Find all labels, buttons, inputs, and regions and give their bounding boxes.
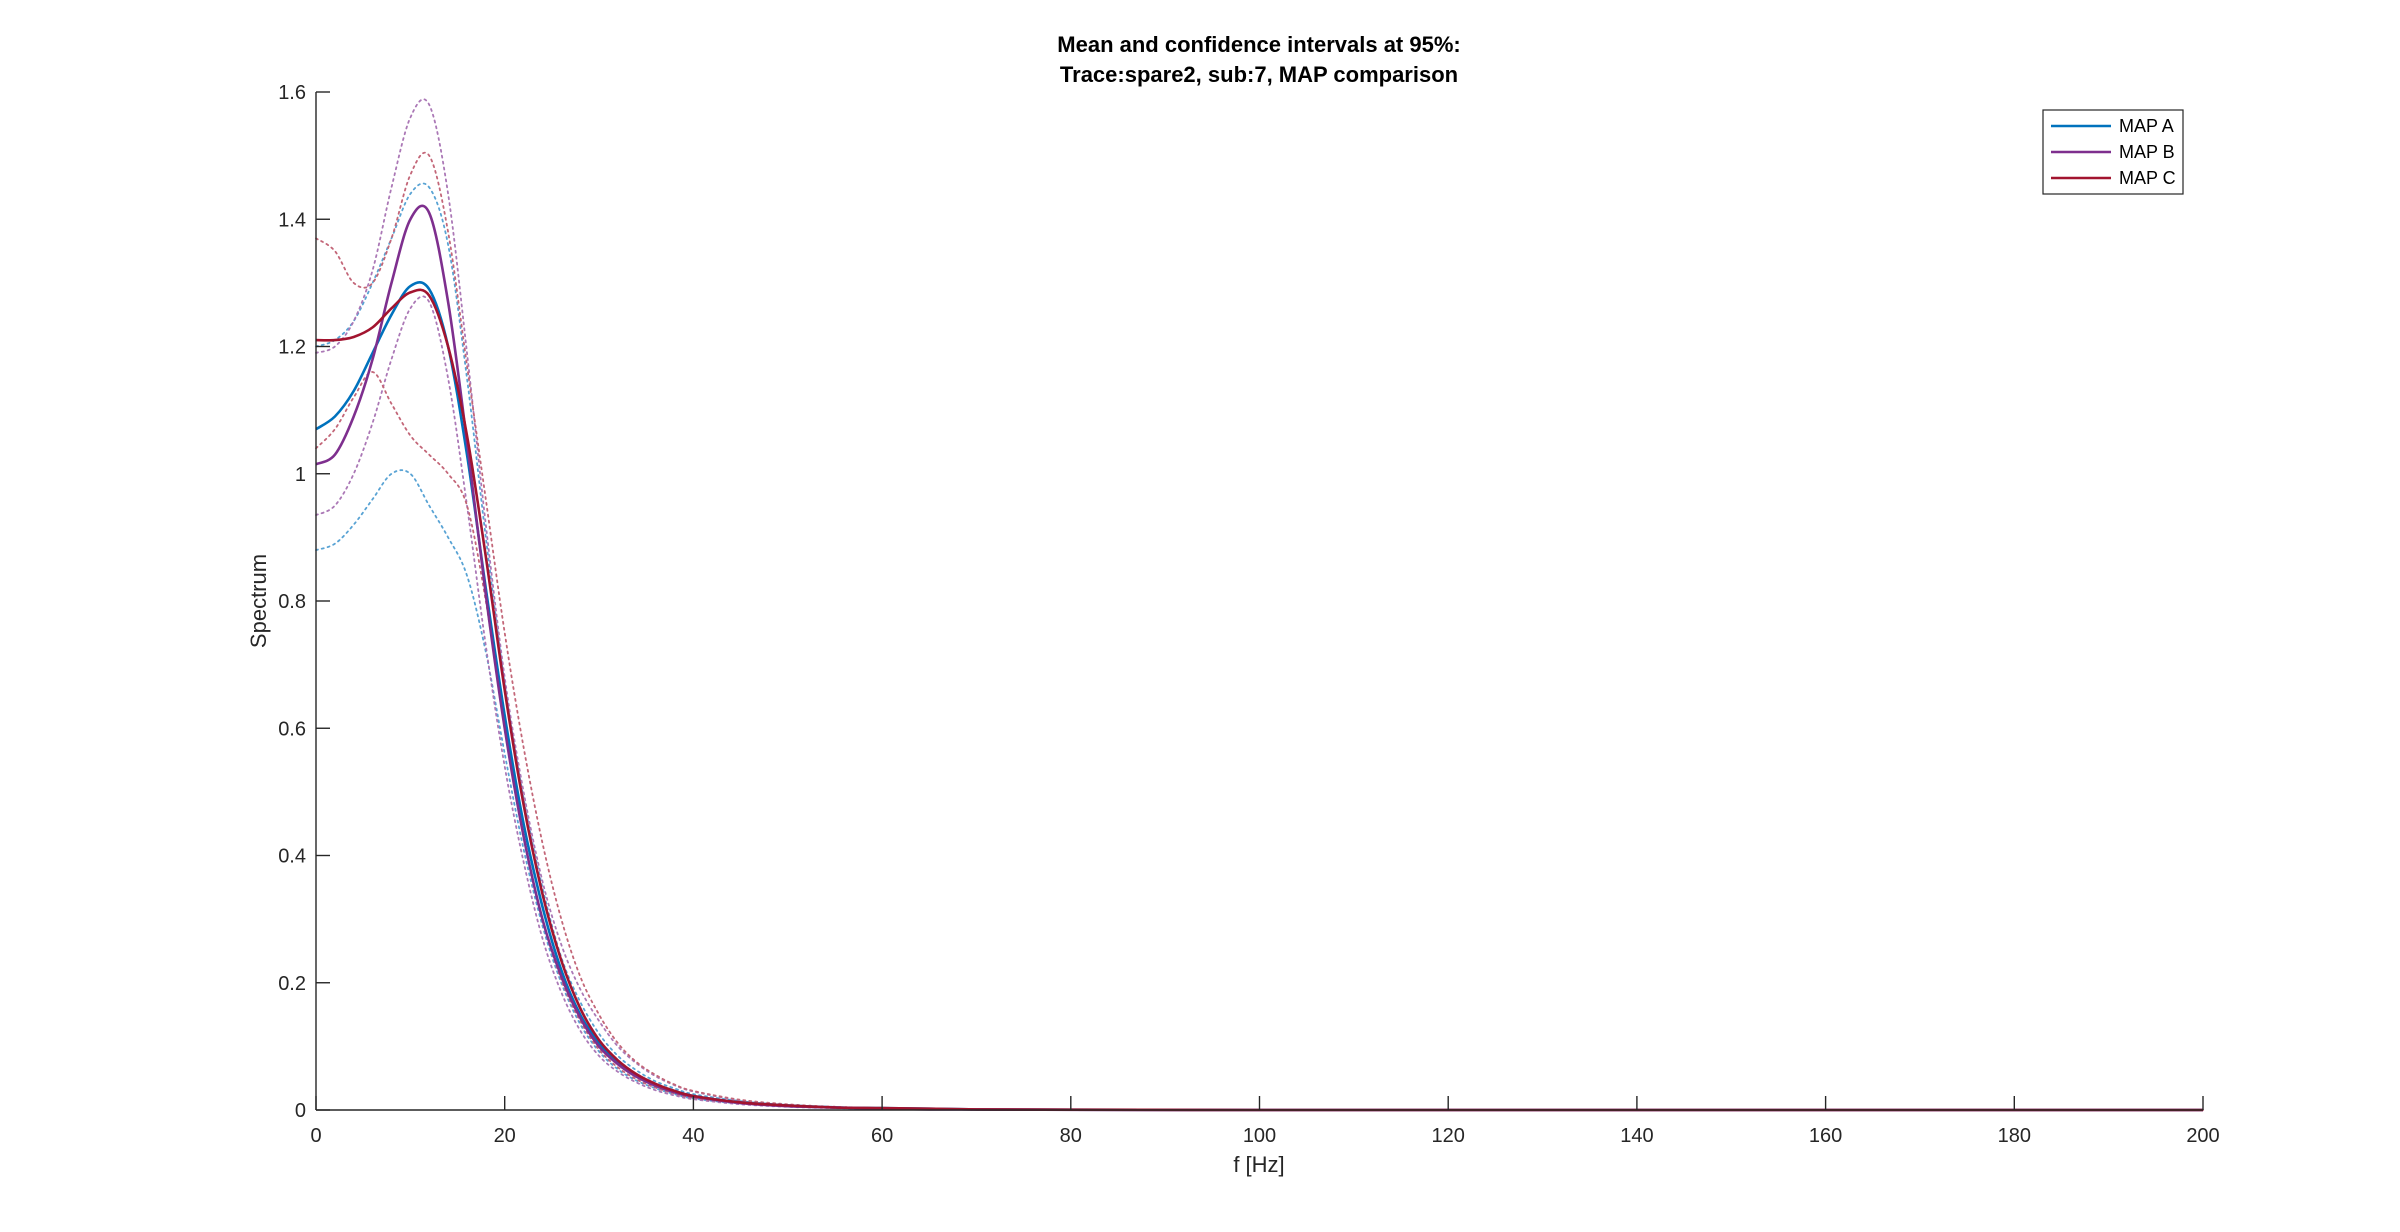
y-tick-label: 0.4 [278, 846, 306, 868]
map-b-ci-upper-line [315, 98, 2204, 1111]
x-tick-label: 100 [1243, 1125, 1276, 1147]
x-tick-label: 140 [1620, 1125, 1653, 1147]
y-tick-label: 0 [295, 1100, 306, 1122]
map-c-ci-lower-line [315, 371, 2204, 1111]
x-tick-label: 60 [871, 1125, 893, 1147]
x-tick-label: 160 [1809, 1125, 1842, 1147]
x-tick-label: 120 [1432, 1125, 1465, 1147]
y-tick-label: 1.4 [278, 209, 306, 231]
x-axis-ticks: 0 20 40 60 80 100 120 140 160 180 200 [310, 1096, 2220, 1147]
map-b-ci-lower-line [315, 295, 2204, 1111]
x-tick-label: 200 [2186, 1125, 2219, 1147]
legend-label-map-b: MAP B [2119, 142, 2175, 162]
x-tick-label: 40 [682, 1125, 704, 1147]
y-tick-label: 1.6 [278, 82, 306, 104]
y-tick-label: 1 [295, 464, 306, 486]
x-tick-label: 180 [1998, 1125, 2031, 1147]
y-tick-label: 0.2 [278, 973, 306, 995]
legend-label-map-c: MAP C [2119, 168, 2176, 188]
y-axis-label: Spectrum [246, 554, 271, 648]
y-tick-label: 0.6 [278, 718, 306, 740]
chart-title-line-1: Mean and confidence intervals at 95%: [1057, 32, 1460, 57]
chart-title-line-2: Trace:spare2, sub:7, MAP comparison [1060, 62, 1458, 87]
x-axis-label: f [Hz] [1233, 1152, 1284, 1177]
x-tick-label: 0 [310, 1125, 321, 1147]
y-tick-label: 1.2 [278, 337, 306, 359]
legend: MAP A MAP B MAP C [2042, 109, 2184, 195]
y-tick-label: 0.8 [278, 591, 306, 613]
y-axis-ticks: 0 0.2 0.4 0.6 0.8 1 1.2 1.4 1.6 [278, 82, 330, 1122]
legend-label-map-a: MAP A [2119, 116, 2174, 136]
x-tick-label: 80 [1060, 1125, 1082, 1147]
x-tick-label: 20 [494, 1125, 516, 1147]
